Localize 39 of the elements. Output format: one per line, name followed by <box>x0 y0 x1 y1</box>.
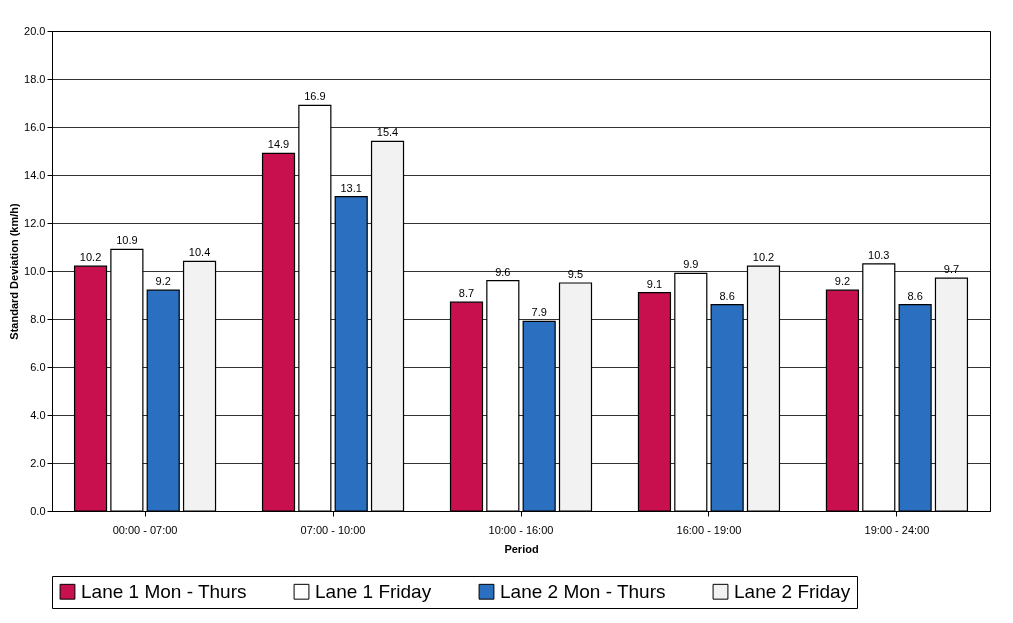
data-label: 8.6 <box>907 289 923 302</box>
x-tick-label: 07:00 - 10:00 <box>300 523 366 536</box>
data-label: 10.3 <box>868 248 890 261</box>
data-label: 9.2 <box>155 275 171 288</box>
legend-label: Lane 2 Friday <box>734 580 851 602</box>
x-tick-label: 19:00 - 24:00 <box>864 523 930 536</box>
y-tick-label: 18.0 <box>24 72 46 85</box>
data-label: 10.4 <box>188 246 211 259</box>
y-tick-label: 20.0 <box>24 24 46 37</box>
y-tick-label: 2.0 <box>30 456 46 469</box>
data-label: 16.9 <box>304 90 326 103</box>
y-tick-label: 10.0 <box>24 264 46 277</box>
y-tick-label: 14.0 <box>24 168 46 181</box>
data-label: 15.4 <box>376 126 399 139</box>
data-label: 10.2 <box>79 251 102 264</box>
y-tick-label: 12.0 <box>24 216 46 229</box>
data-label: 8.6 <box>719 289 735 302</box>
x-tick-label: 00:00 - 07:00 <box>112 523 178 536</box>
x-axis-title: Period <box>504 542 539 555</box>
x-tick-label: 10:00 - 16:00 <box>488 523 554 536</box>
legend-label: Lane 2 Mon - Thurs <box>500 580 666 602</box>
y-tick-label: 16.0 <box>24 120 46 133</box>
data-label: 13.1 <box>340 181 362 194</box>
data-label: 10.9 <box>116 234 138 247</box>
data-label: 10.2 <box>752 251 775 264</box>
data-label: 9.2 <box>834 275 851 288</box>
data-label: 7.9 <box>531 306 547 319</box>
data-label: 9.9 <box>683 258 699 271</box>
legend-label: Lane 1 Friday <box>315 580 432 602</box>
y-tick-label: 8.0 <box>30 312 46 325</box>
data-label: 9.1 <box>646 277 663 290</box>
x-tick-label: 16:00 - 19:00 <box>676 523 742 536</box>
y-axis-title: Standard Deviation (km/h) <box>8 203 21 340</box>
y-tick-label: 4.0 <box>30 408 46 421</box>
data-label: 14.9 <box>267 138 290 151</box>
y-tick-label: 0.0 <box>30 504 46 517</box>
y-tick-label: 6.0 <box>30 360 46 373</box>
data-label: 8.7 <box>458 287 475 300</box>
legend-label: Lane 1 Mon - Thurs <box>81 580 247 602</box>
